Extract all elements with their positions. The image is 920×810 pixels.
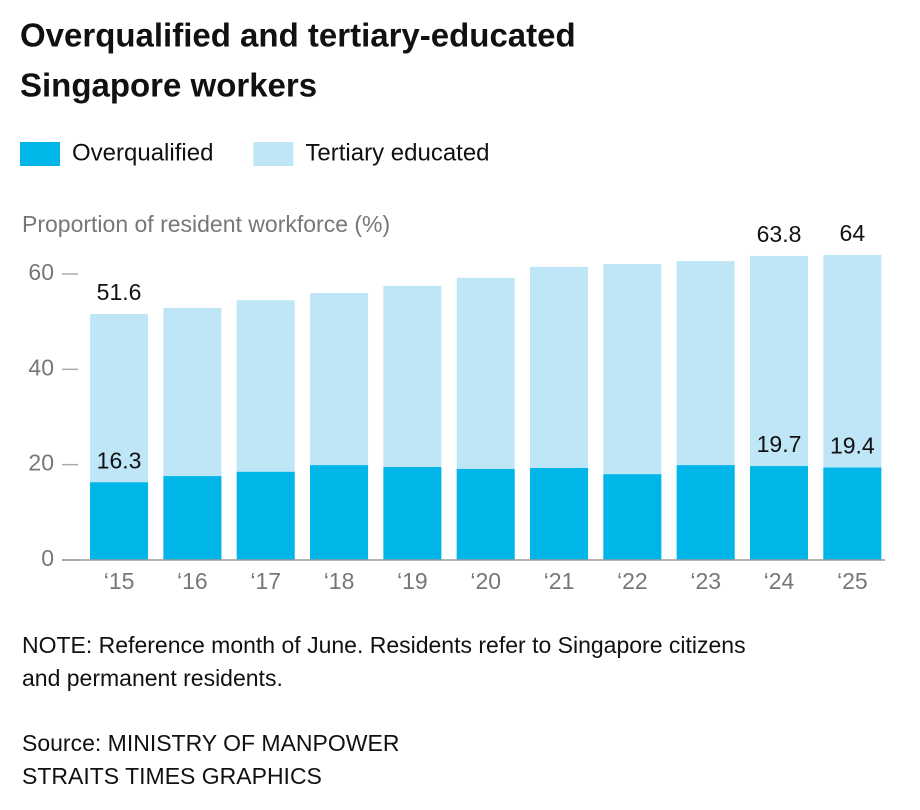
y-tick-label: 0 [41,545,54,571]
x-tick-label: ‘17 [250,568,281,594]
y-tick-label: 20 [28,450,54,476]
y-tick-label: 40 [28,354,54,380]
x-tick-label: ‘21 [544,568,575,594]
x-tick-label: ‘18 [324,568,355,594]
chart-title: Overqualified and tertiary-educated [20,17,576,54]
legend-label: Overqualified [72,139,213,166]
data-label: 19.7 [757,431,802,457]
x-tick-label: ‘16 [177,568,208,594]
bar [90,482,149,560]
x-tick-label: ‘25 [837,568,868,594]
source: STRAITS TIMES GRAPHICS [22,763,322,789]
bar [163,476,222,560]
bar [383,467,442,560]
bar [310,465,369,560]
note: NOTE: Reference month of June. Residents… [22,632,746,658]
data-label: 51.6 [97,279,142,305]
x-tick-label: ‘19 [397,568,428,594]
bar [603,474,662,560]
chart-title: Singapore workers [20,67,317,104]
x-tick-label: ‘15 [104,568,135,594]
legend-swatch [253,142,294,166]
source: Source: MINISTRY OF MANPOWER [22,730,399,756]
bar [750,466,809,560]
data-label: 19.4 [830,433,875,459]
bar [676,465,735,560]
bar [456,468,515,560]
x-tick-label: ‘23 [690,568,721,594]
bar [530,468,589,560]
bar [236,471,295,560]
y-tick-label: 60 [28,259,54,285]
data-label: 63.8 [757,221,802,247]
data-label: 16.3 [97,447,142,473]
data-label: 64 [840,220,866,246]
legend-label: Tertiary educated [305,139,489,166]
x-tick-label: ‘22 [617,568,648,594]
x-tick-label: ‘24 [764,568,795,594]
bar [823,467,882,560]
note: and permanent residents. [22,665,283,691]
y-axis-label: Proportion of resident workforce (%) [22,211,390,237]
legend-swatch [20,142,60,166]
x-tick-label: ‘20 [470,568,501,594]
